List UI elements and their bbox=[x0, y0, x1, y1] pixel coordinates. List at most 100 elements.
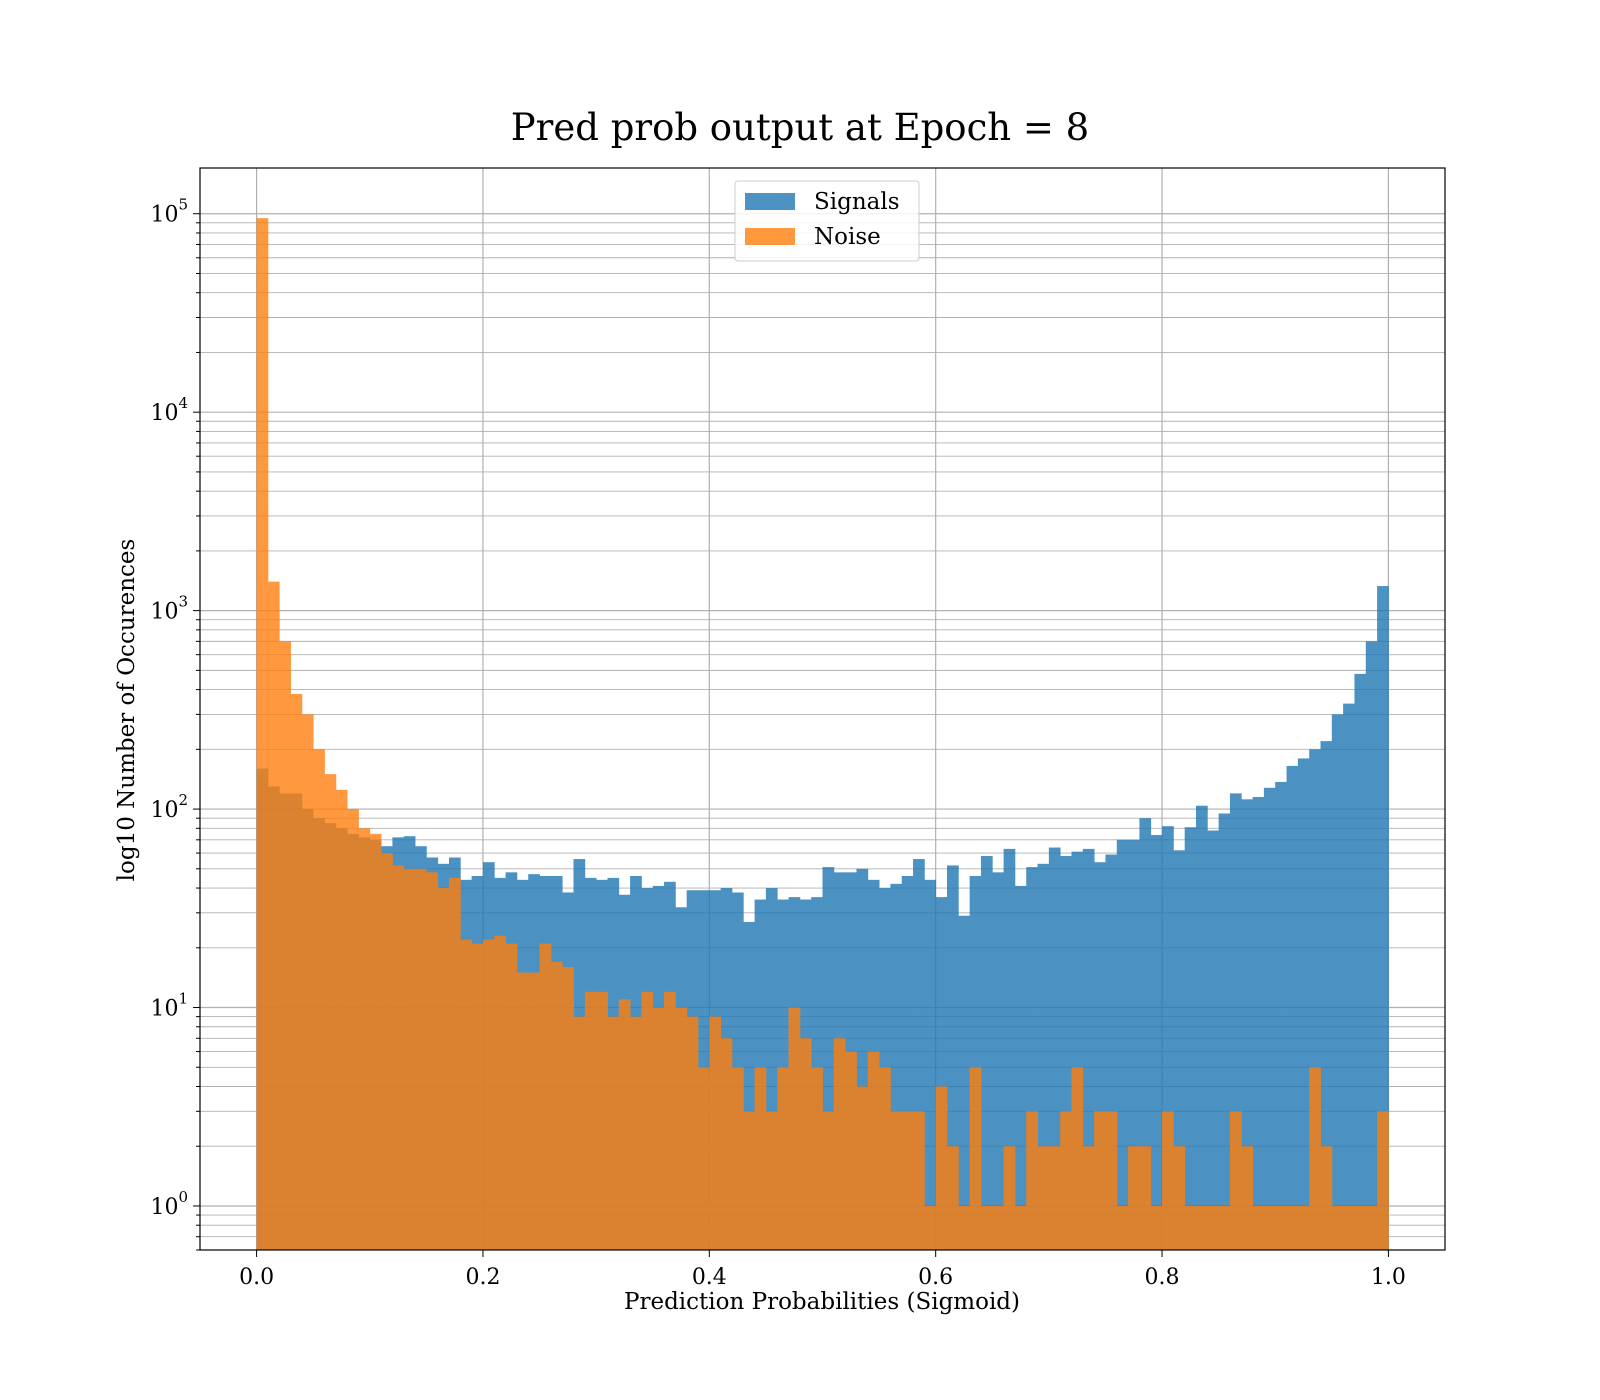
bar bbox=[709, 1016, 722, 1250]
bar bbox=[1026, 1111, 1038, 1250]
bar bbox=[460, 939, 473, 1250]
bar bbox=[1343, 703, 1355, 1250]
bar bbox=[833, 1038, 846, 1250]
bar bbox=[1354, 673, 1367, 1250]
bar bbox=[335, 789, 348, 1250]
bar bbox=[992, 872, 1004, 1250]
bar bbox=[1071, 851, 1084, 1250]
bar bbox=[1026, 867, 1038, 1250]
bar bbox=[347, 809, 359, 1250]
bar bbox=[1320, 1146, 1333, 1250]
bar bbox=[856, 868, 869, 1250]
bar bbox=[1297, 1205, 1310, 1250]
bar bbox=[788, 1007, 801, 1250]
bar bbox=[573, 1016, 586, 1250]
bar bbox=[1128, 1146, 1140, 1250]
bar bbox=[369, 833, 382, 1250]
bar bbox=[1263, 1205, 1276, 1250]
bar bbox=[698, 1067, 710, 1250]
bar bbox=[1048, 847, 1061, 1250]
bar bbox=[403, 868, 416, 1250]
bar bbox=[969, 1067, 982, 1250]
y-tick-label: 105 bbox=[150, 196, 188, 228]
bar bbox=[1116, 839, 1129, 1250]
bar bbox=[1354, 1205, 1367, 1250]
bar bbox=[539, 943, 552, 1250]
bar bbox=[958, 915, 971, 1250]
bar bbox=[1003, 848, 1016, 1250]
legend-label: Signals bbox=[814, 189, 900, 215]
bar bbox=[799, 1038, 812, 1250]
y-axis-label: log10 Number of Occurences bbox=[114, 539, 140, 882]
y-tick-label: 100 bbox=[150, 1188, 188, 1220]
x-tick-label: 0.2 bbox=[465, 1265, 500, 1290]
bar bbox=[1173, 1146, 1186, 1250]
bar bbox=[1116, 1205, 1129, 1250]
bar bbox=[1037, 863, 1050, 1250]
bar bbox=[913, 859, 925, 1250]
bar bbox=[777, 1067, 789, 1250]
bar bbox=[426, 872, 439, 1250]
bar bbox=[731, 1067, 744, 1250]
y-axis-ticks: 100 101 102 103 104 105 bbox=[150, 196, 200, 1251]
bar bbox=[822, 867, 835, 1250]
bar bbox=[1014, 1205, 1027, 1250]
bar bbox=[675, 1007, 688, 1250]
legend-swatch bbox=[745, 193, 795, 210]
bar bbox=[1252, 797, 1265, 1250]
bar bbox=[630, 1016, 642, 1250]
bar bbox=[935, 897, 948, 1250]
bar bbox=[1218, 1205, 1231, 1250]
bar bbox=[1139, 818, 1152, 1250]
bar bbox=[1184, 827, 1197, 1250]
bar bbox=[765, 1111, 778, 1250]
bar bbox=[279, 641, 291, 1250]
bar bbox=[313, 749, 325, 1250]
bar bbox=[901, 1111, 914, 1250]
bar bbox=[1241, 799, 1253, 1250]
bar bbox=[528, 972, 540, 1250]
bar bbox=[1229, 1111, 1242, 1250]
x-tick-label: 0.0 bbox=[239, 1265, 274, 1290]
bar bbox=[992, 1205, 1004, 1250]
bar bbox=[1365, 641, 1378, 1250]
bar bbox=[1365, 1205, 1378, 1250]
bar bbox=[1139, 1146, 1152, 1250]
bar bbox=[1094, 862, 1106, 1250]
bar bbox=[1377, 1111, 1389, 1250]
bar bbox=[664, 991, 676, 1250]
bar bbox=[879, 1067, 891, 1250]
bar bbox=[607, 1016, 620, 1250]
bar bbox=[562, 967, 574, 1250]
x-axis-ticks: 0.0 0.2 0.4 0.6 0.8 1.0 bbox=[239, 1250, 1406, 1290]
bar bbox=[686, 1016, 699, 1250]
bar bbox=[743, 921, 755, 1250]
histogram-bars bbox=[256, 218, 1389, 1250]
y-tick-label: 103 bbox=[150, 593, 188, 625]
bar bbox=[267, 581, 280, 1250]
bar bbox=[381, 853, 393, 1250]
legend-label: Noise bbox=[814, 224, 881, 250]
bar bbox=[1196, 805, 1208, 1250]
bar bbox=[256, 218, 269, 1250]
bar bbox=[845, 1051, 857, 1250]
bar bbox=[969, 876, 982, 1250]
bar bbox=[1048, 1146, 1061, 1250]
bar bbox=[1331, 714, 1344, 1250]
bar bbox=[1275, 1205, 1287, 1250]
bar bbox=[1082, 1146, 1095, 1250]
bar bbox=[1309, 1067, 1321, 1250]
bar bbox=[1286, 1205, 1299, 1250]
bar bbox=[867, 1051, 880, 1250]
plot-frame bbox=[199, 167, 1446, 1251]
legend-swatch bbox=[745, 228, 795, 245]
bar bbox=[550, 961, 563, 1250]
bar bbox=[437, 888, 450, 1250]
bar bbox=[1331, 1205, 1344, 1250]
bar bbox=[324, 774, 337, 1250]
bar bbox=[1003, 1146, 1016, 1250]
bar bbox=[494, 935, 506, 1250]
bar bbox=[596, 991, 608, 1250]
bar bbox=[415, 868, 427, 1250]
bar bbox=[358, 828, 371, 1250]
